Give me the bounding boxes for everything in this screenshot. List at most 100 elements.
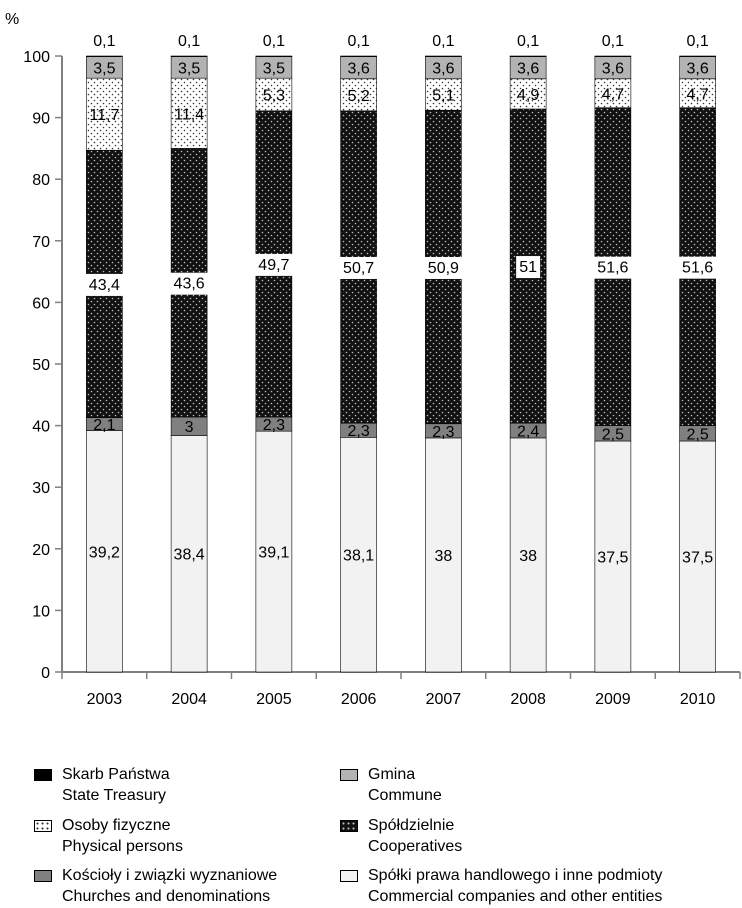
bar-segment-persons (86, 77, 123, 151)
data-label-commune: 3,6 (432, 61, 454, 78)
data-label-churches: 2,3 (348, 423, 370, 440)
y-tick-label: 30 (32, 480, 50, 497)
data-label-commercial: 39,2 (89, 544, 120, 561)
data-label-cooperatives: 43,6 (174, 276, 205, 293)
data-label-commercial: 37,5 (682, 550, 713, 567)
data-label-commercial: 38,1 (343, 548, 374, 565)
x-tick-label: 2009 (595, 691, 631, 708)
y-tick-label: 90 (32, 111, 50, 128)
data-label-treasury: 0,1 (602, 33, 624, 50)
data-label-cooperatives: 51,6 (682, 260, 713, 277)
data-label-commercial: 38 (519, 548, 537, 565)
data-label-persons: 5,1 (432, 88, 454, 105)
data-label-background (168, 272, 211, 295)
data-label-persons: 11,4 (174, 106, 204, 123)
data-label-treasury: 0,1 (432, 33, 454, 50)
bar-segment-treasury (425, 55, 462, 57)
bar-segment-commercial (679, 440, 716, 673)
data-label-cooperatives: 51 (519, 259, 537, 276)
data-label-churches: 2,5 (602, 426, 624, 443)
bar-segment-persons (255, 77, 293, 112)
data-label-commercial: 37,5 (597, 550, 628, 567)
data-label-background (591, 256, 634, 279)
data-label-commune: 3,5 (178, 60, 200, 77)
data-label-commune: 3,6 (517, 61, 539, 78)
y-tick-label: 50 (32, 357, 50, 374)
data-label-churches: 2,3 (432, 424, 454, 441)
data-label-commune: 3,6 (348, 61, 370, 78)
bar-segment-treasury (255, 55, 293, 57)
data-labels: 39,2 2,1 43,4 11,7 3,5 0,1 38,4 3 43,6 11,4 3,5 0,1… (83, 33, 719, 567)
y-tick-label: 20 (32, 542, 50, 559)
data-label-persons: 4,7 (687, 86, 709, 103)
data-label-cooperatives: 43,4 (89, 277, 120, 294)
data-label-treasury: 0,1 (687, 33, 709, 50)
bar-segment-treasury (679, 55, 716, 57)
data-label-churches: 3 (185, 419, 194, 436)
data-label-persons: 4,7 (602, 86, 624, 103)
x-tick-label: 2007 (426, 691, 462, 708)
axes: 0 10 20 30 40 50 60 70 80 90 100 2003 2004 2005 2006 20… (23, 49, 741, 708)
data-label-commercial: 39,1 (258, 545, 289, 562)
bars (86, 55, 716, 673)
x-tick-label: 2003 (87, 691, 123, 708)
bar-segment-treasury (340, 55, 377, 57)
data-label-commercial: 38,4 (174, 547, 205, 564)
x-tick-label: 2010 (680, 691, 716, 708)
bar-segment-commercial (255, 430, 293, 673)
data-label-commercial: 38 (434, 548, 452, 565)
bar-segment-treasury (594, 55, 632, 57)
data-label-treasury: 0,1 (178, 33, 200, 50)
bar-segment-commercial (340, 437, 377, 673)
data-label-commune: 3,6 (602, 61, 624, 78)
data-label-treasury: 0,1 (517, 33, 539, 50)
data-label-persons: 4,9 (517, 87, 539, 104)
bar-segment-treasury (509, 55, 547, 57)
y-tick-label: 100 (23, 49, 50, 66)
bar-segment-commercial (509, 437, 547, 673)
bar-segment-persons (170, 77, 208, 149)
y-tick-label: 40 (32, 419, 50, 436)
y-tick-label: 60 (32, 295, 50, 312)
data-label-cooperatives: 49,7 (258, 257, 289, 274)
data-label-background (252, 253, 295, 276)
data-label-persons: 5,2 (348, 88, 370, 105)
data-label-background (516, 256, 541, 279)
y-axis-unit: % (5, 11, 19, 28)
data-label-cooperatives: 50,7 (343, 260, 374, 277)
y-tick-label: 70 (32, 234, 50, 251)
data-label-background (83, 273, 126, 296)
data-label-cooperatives: 51,6 (597, 260, 628, 277)
data-label-persons: 11,7 (89, 107, 119, 124)
data-label-commune: 3,5 (263, 60, 285, 77)
x-tick-label: 2008 (510, 691, 546, 708)
data-label-churches: 2,5 (687, 426, 709, 443)
data-label-treasury: 0,1 (93, 33, 115, 50)
bar-segment-persons (340, 78, 377, 112)
data-label-treasury: 0,1 (348, 33, 370, 50)
data-label-commune: 3,5 (93, 60, 115, 77)
x-tick-label: 2005 (256, 691, 292, 708)
y-tick-label: 80 (32, 172, 50, 189)
data-label-persons: 5,3 (263, 88, 285, 105)
data-label-background (337, 256, 380, 279)
bar-segment-treasury (170, 55, 208, 57)
data-label-background (422, 256, 465, 279)
data-label-background (676, 256, 719, 279)
data-label-treasury: 0,1 (263, 33, 285, 50)
data-label-churches: 2,4 (517, 424, 539, 441)
data-label-churches: 2,1 (93, 417, 115, 434)
x-tick-label: 2006 (341, 691, 377, 708)
data-label-cooperatives: 50,9 (428, 260, 459, 277)
bar-segment-commercial (86, 430, 123, 673)
y-tick-label: 0 (41, 665, 50, 682)
bar-segment-treasury (86, 55, 123, 57)
data-label-churches: 2,3 (263, 417, 285, 434)
y-tick-label: 10 (32, 603, 50, 620)
bar-segment-persons (594, 78, 632, 109)
x-tick-label: 2004 (171, 691, 207, 708)
bar-segment-persons (679, 78, 716, 109)
data-label-commune: 3,6 (687, 61, 709, 78)
bar-segment-commercial (594, 440, 632, 673)
